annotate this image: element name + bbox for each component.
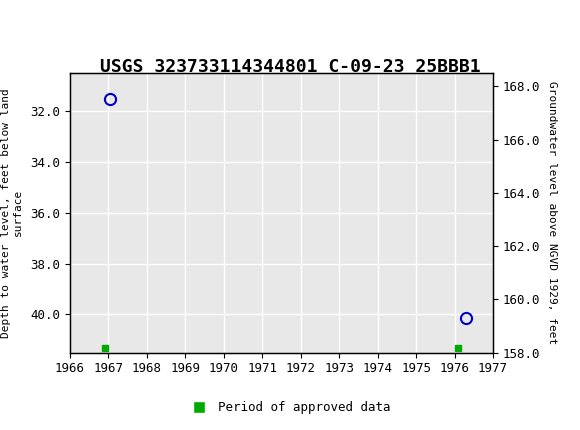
- Y-axis label: Depth to water level, feet below land
surface: Depth to water level, feet below land su…: [1, 88, 23, 338]
- Legend: Period of approved data: Period of approved data: [184, 396, 396, 419]
- Text: USGS 323733114344801 C-09-23 25BBB1: USGS 323733114344801 C-09-23 25BBB1: [100, 58, 480, 76]
- Y-axis label: Groundwater level above NGVD 1929, feet: Groundwater level above NGVD 1929, feet: [547, 81, 557, 344]
- Text: ≡USGS: ≡USGS: [6, 14, 104, 38]
